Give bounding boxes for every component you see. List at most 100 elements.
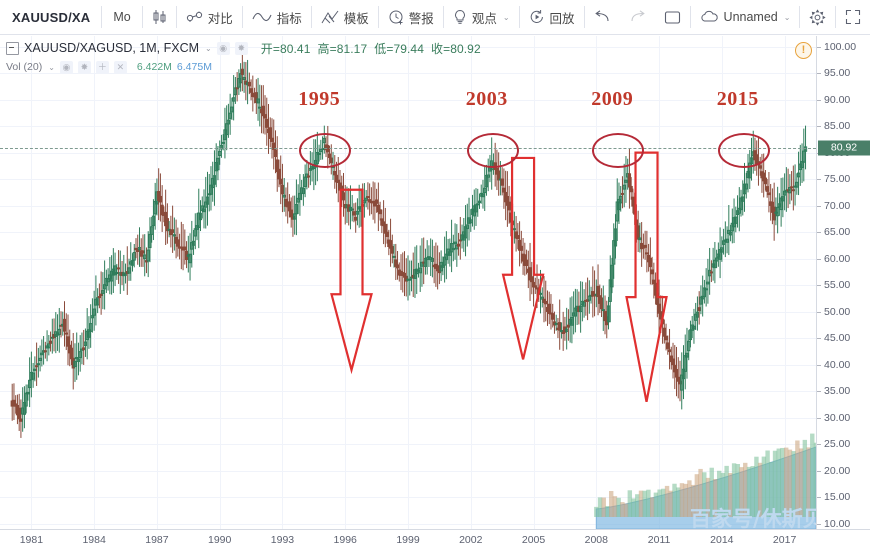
gridline-v	[94, 36, 96, 529]
templates-label: 模板	[343, 11, 369, 26]
compare-button[interactable]: 对比	[177, 0, 242, 35]
annotation-ellipse	[592, 132, 645, 168]
volume-histogram	[594, 433, 816, 529]
layout-square-icon	[664, 10, 681, 25]
price-axis-tick: 60.00	[816, 252, 851, 265]
price-axis-tick: 90.00	[816, 93, 851, 106]
chevron-down-icon[interactable]: ⌄	[783, 12, 791, 22]
chart-canvas[interactable]: 1995 2003 2009 2015 !	[0, 36, 816, 529]
chart-legend: XAUUSD/XAGUSD, 1M, FXCM ⌄ ◉ ✸ 开=80.41 高=8…	[6, 39, 488, 76]
time-axis-tick: 1999	[396, 534, 420, 546]
volume-remove-icon[interactable]: ✕	[113, 60, 127, 74]
chevron-down-icon[interactable]: ⌄	[502, 12, 510, 22]
redo-button[interactable]	[620, 0, 655, 35]
chart-type-button[interactable]	[143, 0, 176, 35]
layout-name-label: Unnamed	[723, 10, 778, 24]
toolbar-divider	[241, 6, 243, 28]
current-price-line	[0, 147, 816, 149]
volume-value: 6.422M	[136, 61, 172, 73]
annotation-ellipse	[466, 132, 519, 168]
legend-ohlc-item: 高=81.17	[317, 41, 368, 56]
legend-volume-row: Vol (20) ⌄ ◉ ✸ ＋ ✕ 6.422M 6.475M	[6, 58, 488, 76]
alerts-button[interactable]: 警报	[379, 0, 443, 35]
timeframe-button[interactable]: Mo	[102, 0, 141, 35]
volume-ma-value: 6.475M	[176, 61, 212, 73]
time-axis-tick: 1984	[82, 534, 106, 546]
price-axis-tick: 35.00	[816, 385, 851, 398]
templates-button[interactable]: 模板	[312, 0, 378, 35]
series-settings-icon[interactable]: ✸	[234, 41, 248, 55]
legend-main-row: XAUUSD/XAGUSD, 1M, FXCM ⌄ ◉ ✸ 开=80.41 高=8…	[6, 39, 488, 57]
watermark-text: 百家号/休斯贝	[690, 507, 816, 531]
alerts-label: 警报	[408, 11, 434, 26]
undo-button[interactable]	[585, 0, 620, 35]
toolbar-divider	[518, 6, 520, 28]
gridline-v	[282, 36, 284, 529]
legend-ohlc-item: 低=79.44	[374, 41, 424, 56]
price-axis-tick: 40.00	[816, 358, 851, 371]
annotation-ellipse	[717, 132, 770, 168]
settings-button[interactable]	[800, 0, 835, 35]
visibility-toggle-icon[interactable]: ◉	[216, 41, 230, 55]
toolbar-divider	[175, 6, 177, 28]
volume-indicator-label[interactable]: Vol (20)	[6, 61, 43, 73]
volume-visibility-icon[interactable]: ◉	[59, 60, 73, 74]
gear-icon	[809, 8, 827, 26]
price-axis-tick: 25.00	[816, 438, 851, 451]
toolbar-divider	[101, 6, 103, 28]
replay-play-icon	[529, 9, 545, 25]
toolbar-divider	[583, 6, 585, 28]
toolbar-divider	[689, 6, 691, 28]
gridline-v	[156, 36, 158, 529]
gridline-v	[784, 36, 786, 529]
toolbar-divider	[442, 6, 444, 28]
compare-icon	[186, 9, 203, 25]
lightbulb-icon	[453, 9, 467, 25]
gridline-v	[721, 36, 723, 529]
volume-add-icon[interactable]: ＋	[95, 60, 109, 74]
price-axis-tick: 20.00	[816, 464, 851, 477]
time-axis-tick: 1981	[19, 534, 44, 546]
time-axis-tick: 2017	[772, 534, 797, 546]
undo-arrow-icon	[594, 10, 611, 24]
price-axis-tick: 75.00	[816, 173, 851, 186]
gridline-v	[219, 36, 221, 529]
legend-ohlc-item: 开=80.41	[260, 41, 311, 56]
collapse-icon[interactable]	[6, 41, 19, 55]
gridline-v	[470, 36, 472, 529]
time-axis-tick: 2014	[710, 534, 734, 546]
time-axis-tick: 1987	[145, 534, 169, 546]
legend-title[interactable]: XAUUSD/XAGUSD, 1M, FXCM	[24, 41, 200, 55]
time-axis[interactable]: 1981 1984 1987 1990 1993 1996 1999 2002 2005 2008…	[0, 529, 870, 549]
timeframe-label: Mo	[113, 10, 131, 24]
replay-button[interactable]: 回放	[520, 0, 584, 35]
ideas-button[interactable]: 观点 ⌄	[444, 0, 519, 35]
toolbar-divider	[799, 6, 801, 28]
price-axis-tick: 100.00	[816, 40, 857, 53]
annotation-year-label: 1995	[298, 87, 341, 110]
fullscreen-button[interactable]	[836, 0, 870, 35]
annotation-ellipse	[299, 132, 352, 168]
symbol-button[interactable]: XAUUSD/XA	[0, 0, 101, 35]
price-axis-tick: 45.00	[816, 332, 851, 345]
indicators-label: 指标	[276, 11, 302, 26]
indicators-button[interactable]: 指标	[243, 0, 311, 35]
layout-button[interactable]	[655, 0, 690, 35]
price-axis-tick: 55.00	[816, 279, 851, 292]
toolbar-divider	[377, 6, 379, 28]
warning-icon[interactable]: !	[795, 42, 812, 59]
redo-arrow-icon	[629, 10, 646, 24]
volume-settings-icon[interactable]: ✸	[77, 60, 91, 74]
chevron-down-icon[interactable]: ⌄	[48, 62, 55, 72]
legend-ohlc-item: 收=80.92	[430, 41, 481, 56]
save-layout-button[interactable]: Unnamed ⌄	[691, 0, 800, 35]
price-axis[interactable]: 100.0095.0090.0085.0080.0075.0070.0065.0…	[816, 36, 870, 530]
chevron-down-icon[interactable]: ⌄	[205, 43, 212, 53]
current-price-tag: 80.92	[818, 140, 870, 156]
time-axis-tick: 2005	[521, 534, 546, 546]
symbol-label: XAUUSD/XA	[12, 9, 91, 25]
ideas-label: 观点	[471, 11, 497, 26]
replay-label: 回放	[549, 11, 575, 26]
annotation-year-label: 2009	[591, 87, 634, 110]
